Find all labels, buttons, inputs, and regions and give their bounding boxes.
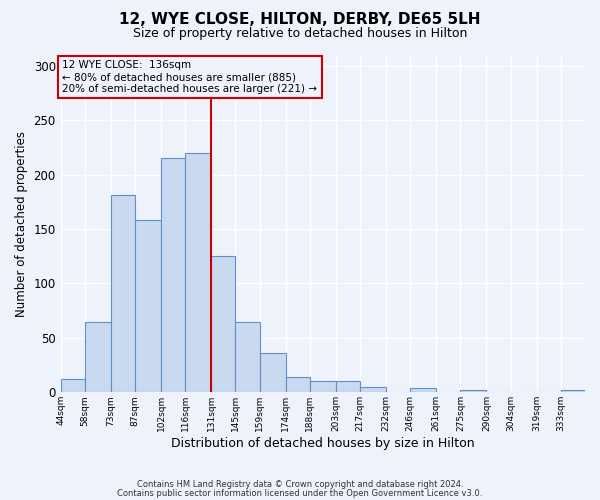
- Bar: [135, 220, 161, 392]
- Bar: [185, 153, 211, 392]
- Text: Contains HM Land Registry data © Crown copyright and database right 2024.: Contains HM Land Registry data © Crown c…: [137, 480, 463, 489]
- Bar: [336, 382, 360, 392]
- Bar: [460, 390, 487, 392]
- X-axis label: Distribution of detached houses by size in Hilton: Distribution of detached houses by size …: [171, 437, 475, 450]
- Y-axis label: Number of detached properties: Number of detached properties: [15, 130, 28, 316]
- Bar: [161, 158, 185, 392]
- Bar: [111, 196, 135, 392]
- Text: Size of property relative to detached houses in Hilton: Size of property relative to detached ho…: [133, 28, 467, 40]
- Text: 12 WYE CLOSE:  136sqm
← 80% of detached houses are smaller (885)
20% of semi-det: 12 WYE CLOSE: 136sqm ← 80% of detached h…: [62, 60, 317, 94]
- Bar: [410, 388, 436, 392]
- Bar: [260, 353, 286, 393]
- Bar: [61, 379, 85, 392]
- Text: Contains public sector information licensed under the Open Government Licence v3: Contains public sector information licen…: [118, 488, 482, 498]
- Bar: [235, 322, 260, 392]
- Bar: [360, 387, 386, 392]
- Bar: [286, 377, 310, 392]
- Bar: [85, 322, 111, 392]
- Text: 12, WYE CLOSE, HILTON, DERBY, DE65 5LH: 12, WYE CLOSE, HILTON, DERBY, DE65 5LH: [119, 12, 481, 28]
- Bar: [211, 256, 235, 392]
- Bar: [310, 382, 336, 392]
- Bar: [561, 390, 585, 392]
